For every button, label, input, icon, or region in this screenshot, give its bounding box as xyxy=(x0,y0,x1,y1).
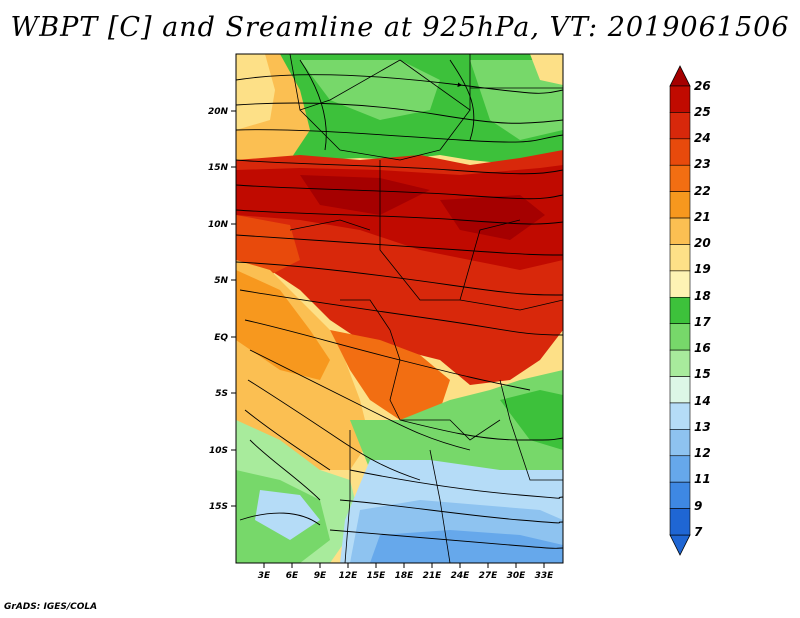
colorbar-swatch xyxy=(669,455,691,483)
colorbar-top-arrow xyxy=(669,65,691,87)
colorbar-label: 7 xyxy=(694,525,703,539)
colorbar-label: 15 xyxy=(694,367,711,381)
lat-tick-label: 10N xyxy=(208,220,229,230)
country-borders xyxy=(289,54,563,563)
lon-tick-label: 30E xyxy=(507,571,527,581)
lon-tick-label: 15E xyxy=(367,571,387,581)
lon-tick-label: 12E xyxy=(339,571,359,581)
colorbar-swatch xyxy=(669,191,691,219)
lat-tick-label: 5S xyxy=(215,389,228,399)
colorbar-swatch xyxy=(669,323,691,351)
lon-tick-label: 27E xyxy=(479,571,499,581)
colorbar-swatch xyxy=(669,270,691,298)
colorbar-label: 19 xyxy=(694,262,711,276)
lon-tick-label: 18E xyxy=(395,571,415,581)
lon-axis: 3E 6E 9E 12E 15E 18E 21E 24E 27E 30E 33E xyxy=(258,563,554,581)
colorbar-label: 26 xyxy=(694,79,711,93)
lat-tick-label: 15S xyxy=(209,502,228,512)
colorbar-swatch xyxy=(669,85,691,113)
colorbar-label: 14 xyxy=(694,394,711,408)
lon-tick-label: 9E xyxy=(314,571,327,581)
colorbar-swatch xyxy=(669,376,691,404)
colorbar-label: 11 xyxy=(694,472,711,486)
colorbar-bottom-arrow xyxy=(669,534,691,556)
lat-axis: 20N 15N 10N 5N EQ 5S 10S 15S xyxy=(208,107,236,512)
colorbar-label: 23 xyxy=(694,157,711,171)
colorbar-swatch xyxy=(669,217,691,245)
colorbar-label: 20 xyxy=(694,236,711,250)
colorbar-label: 22 xyxy=(694,184,711,198)
colorbar-label: 9 xyxy=(694,499,702,513)
lon-tick-label: 21E xyxy=(423,571,443,581)
lon-tick-label: 3E xyxy=(258,571,271,581)
colorbar-swatch xyxy=(669,508,691,536)
colorbar-swatch xyxy=(669,138,691,166)
colorbar-label: 21 xyxy=(694,210,711,224)
colorbar-swatch xyxy=(669,112,691,140)
colorbar-label: 17 xyxy=(694,315,711,329)
colorbar-label: 25 xyxy=(694,105,711,119)
colorbar: 26 25 24 23 22 21 20 19 18 17 16 15 14 1… xyxy=(669,65,711,556)
colorbar-label: 16 xyxy=(694,341,711,355)
colorbar-swatch xyxy=(669,244,691,272)
lat-tick-label: 20N xyxy=(208,107,229,117)
lat-tick-label: 5N xyxy=(214,276,228,286)
colorbar-swatch xyxy=(669,164,691,192)
lat-tick-label: EQ xyxy=(214,333,228,343)
colorbar-swatch xyxy=(669,296,691,325)
colorbar-swatch xyxy=(669,429,691,457)
map-frame xyxy=(235,53,564,564)
lat-tick-label: 10S xyxy=(209,446,228,456)
lon-tick-label: 33E xyxy=(535,571,555,581)
map-title: WBPT [C] and Sreamline at 925hPa, VT: 20… xyxy=(10,12,790,43)
colorbar-label: 18 xyxy=(694,289,711,303)
streamlines xyxy=(236,59,563,549)
lon-tick-label: 24E xyxy=(451,571,471,581)
colorbar-label: 24 xyxy=(694,131,711,145)
colorbar-label: 12 xyxy=(694,446,711,460)
colorbar-swatch xyxy=(669,349,691,377)
grads-credit: GrADS: IGES/COLA xyxy=(4,602,98,612)
colorbar-swatch xyxy=(669,481,691,509)
lat-tick-label: 15N xyxy=(208,163,229,173)
colorbar-label: 13 xyxy=(694,420,711,434)
lon-tick-label: 6E xyxy=(286,571,299,581)
colorbar-swatch xyxy=(669,402,691,430)
